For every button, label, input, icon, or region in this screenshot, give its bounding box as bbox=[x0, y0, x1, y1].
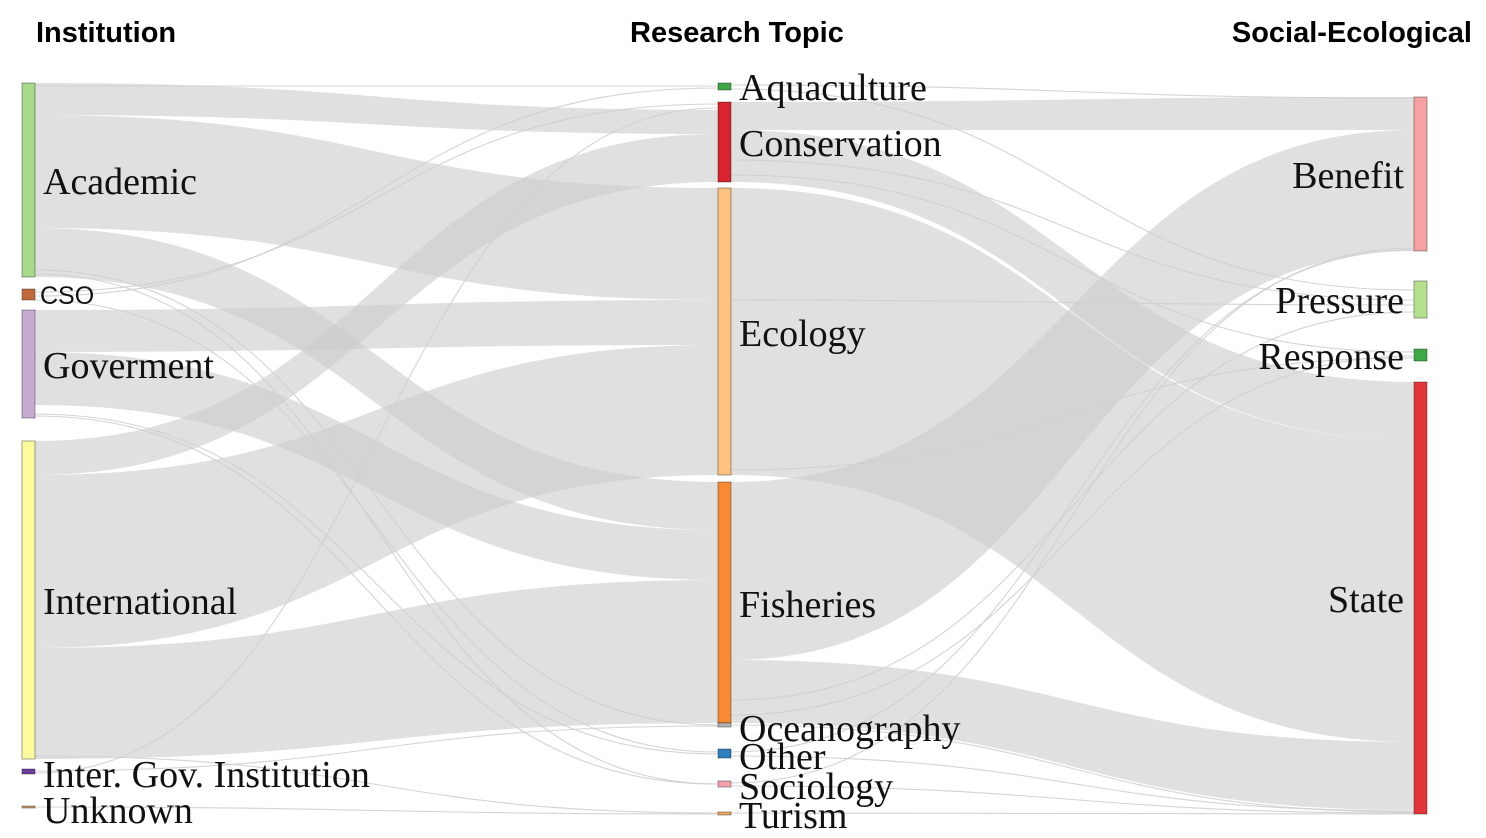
link-academic-sociology[interactable] bbox=[34, 273, 719, 785]
link-fisheries-pressure[interactable] bbox=[730, 311, 1415, 701]
link-academic-oceanography[interactable] bbox=[34, 269, 719, 726]
node-fisheries[interactable] bbox=[717, 481, 732, 724]
link-sociology-benefit[interactable] bbox=[730, 247, 1415, 784]
link-conservation-state[interactable] bbox=[731, 130, 1414, 440]
link-academic-ecology[interactable] bbox=[35, 115, 718, 300]
link-unknown-turism[interactable] bbox=[34, 806, 719, 815]
node-intergov[interactable] bbox=[21, 768, 36, 775]
label-pressure: Pressure bbox=[1275, 280, 1404, 322]
label-fisheries: Fisheries bbox=[739, 584, 876, 626]
label-response: Response bbox=[1258, 336, 1404, 378]
node-conservation[interactable] bbox=[717, 101, 732, 183]
link-ecology-response[interactable] bbox=[730, 357, 1415, 471]
node-benefit[interactable] bbox=[1413, 96, 1428, 252]
link-oceanography-state[interactable] bbox=[730, 724, 1415, 813]
node-unknown[interactable] bbox=[21, 805, 36, 809]
link-other-state[interactable] bbox=[730, 755, 1415, 812]
sankey-labels: Academic CSO Goverment International Int… bbox=[40, 67, 1404, 837]
label-aquaculture: Aquaculture bbox=[739, 67, 927, 109]
link-international-conservation[interactable] bbox=[35, 134, 718, 475]
link-conservation-benefit[interactable] bbox=[731, 97, 1414, 130]
link-cso-aquaculture[interactable] bbox=[34, 87, 719, 297]
node-sociology[interactable] bbox=[717, 780, 732, 788]
label-conservation: Conservation bbox=[739, 123, 942, 165]
link-goverment-other[interactable] bbox=[34, 413, 719, 755]
node-ecology[interactable] bbox=[717, 187, 732, 476]
label-ecology: Ecology bbox=[739, 313, 866, 355]
node-oceanography[interactable] bbox=[717, 722, 732, 728]
link-intergov-oceanography[interactable] bbox=[34, 725, 719, 772]
node-state[interactable] bbox=[1413, 381, 1428, 815]
column-title-social-ecological: Social-Ecological bbox=[1232, 17, 1472, 49]
link-conservation-pressure[interactable] bbox=[730, 159, 1415, 301]
node-aquaculture[interactable] bbox=[717, 82, 732, 91]
link-academic-conservation[interactable] bbox=[35, 83, 718, 134]
link-academic-fisheries[interactable] bbox=[35, 228, 718, 530]
link-international-turism[interactable] bbox=[34, 755, 719, 814]
sankey-links bbox=[34, 83, 1415, 815]
link-sociology-state[interactable] bbox=[730, 785, 1415, 814]
node-cso[interactable] bbox=[21, 288, 36, 301]
label-oceanography: Oceanography bbox=[739, 708, 961, 750]
link-turism-state[interactable] bbox=[730, 812, 1415, 815]
label-international: International bbox=[43, 581, 237, 623]
link-cso-other[interactable] bbox=[34, 299, 719, 753]
link-conservation-response[interactable] bbox=[730, 174, 1415, 353]
label-state: State bbox=[1328, 579, 1404, 621]
sankey-nodes bbox=[21, 82, 1428, 816]
link-international-ecology[interactable] bbox=[35, 345, 718, 648]
label-benefit: Benefit bbox=[1292, 155, 1404, 197]
link-fisheries-benefit[interactable] bbox=[731, 130, 1414, 660]
link-ecology-state[interactable] bbox=[731, 188, 1414, 742]
link-intergov-conservation[interactable] bbox=[34, 107, 719, 774]
node-international[interactable] bbox=[21, 440, 36, 760]
label-turism: Turism bbox=[739, 795, 847, 837]
link-cso-conservation[interactable] bbox=[34, 103, 719, 293]
node-turism[interactable] bbox=[717, 811, 732, 816]
node-response[interactable] bbox=[1413, 348, 1428, 362]
link-international-fisheries[interactable] bbox=[35, 580, 718, 759]
column-title-research-topic: Research Topic bbox=[630, 17, 844, 49]
node-goverment[interactable] bbox=[21, 309, 36, 419]
link-aquaculture-benefit[interactable] bbox=[730, 84, 1415, 99]
label-unknown: Unknown bbox=[43, 790, 193, 832]
label-cso: CSO bbox=[40, 282, 94, 310]
label-intergov: Inter. Gov. Institution bbox=[43, 754, 370, 796]
node-other[interactable] bbox=[717, 748, 732, 759]
column-title-institution: Institution bbox=[36, 17, 176, 49]
link-fisheries-response[interactable] bbox=[730, 355, 1415, 716]
label-academic: Academic bbox=[43, 161, 197, 203]
link-ecology-pressure[interactable] bbox=[730, 299, 1415, 306]
link-fisheries-state[interactable] bbox=[731, 660, 1414, 810]
label-other: Other bbox=[739, 736, 826, 778]
link-goverment-sociology[interactable] bbox=[34, 415, 719, 785]
label-goverment: Goverment bbox=[43, 345, 214, 387]
node-academic[interactable] bbox=[21, 82, 36, 278]
label-sociology: Sociology bbox=[739, 766, 893, 808]
node-pressure[interactable] bbox=[1413, 280, 1428, 319]
